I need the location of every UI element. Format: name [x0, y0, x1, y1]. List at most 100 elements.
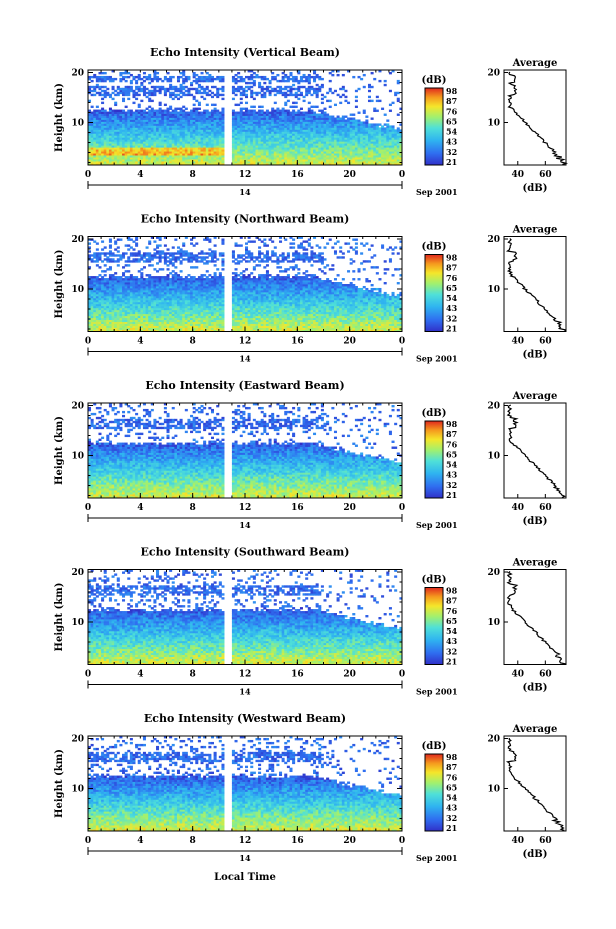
- heatmap-cell: [103, 131, 107, 134]
- heatmap-cell: [197, 151, 201, 154]
- heatmap-cell: [234, 129, 238, 132]
- date-month-label: Sep 2001: [416, 187, 458, 197]
- heatmap-cell: [127, 89, 131, 93]
- heatmap-cell: [333, 143, 337, 146]
- heatmap-cell: [114, 143, 118, 146]
- heatmap-cell: [88, 113, 92, 116]
- heatmap-cell: [357, 111, 361, 114]
- heatmap-cell: [142, 131, 146, 134]
- heatmap-cell: [268, 323, 272, 326]
- heatmap-cell: [297, 151, 301, 154]
- heatmap-cell: [252, 327, 256, 330]
- heatmap-cell: [176, 111, 180, 114]
- heatmap-cell: [116, 129, 120, 132]
- heatmap-cell: [323, 121, 327, 124]
- heatmap-cell: [263, 163, 267, 166]
- heatmap-cell: [320, 141, 324, 144]
- heatmap-cell: [388, 163, 392, 166]
- heatmap-cell: [252, 135, 256, 138]
- profile-xlabel: (dB): [523, 183, 548, 194]
- heatmap-cell: [388, 131, 392, 134]
- heatmap-cell: [391, 131, 395, 134]
- heatmap-cell: [122, 91, 126, 95]
- heatmap-cell: [122, 99, 126, 103]
- heatmap-cell: [88, 129, 92, 132]
- heatmap-cell: [339, 327, 343, 330]
- heatmap-cell: [388, 155, 392, 158]
- heatmap-cell: [192, 97, 196, 101]
- heatmap-cell: [362, 131, 366, 134]
- heatmap-cell: [297, 71, 301, 75]
- heatmap-cell: [245, 315, 249, 319]
- heatmap-cell: [216, 77, 220, 81]
- heatmap-cell: [252, 117, 256, 120]
- heatmap-cell: [137, 121, 141, 124]
- heatmap-cell: [140, 131, 144, 134]
- heatmap-cell: [182, 163, 186, 166]
- heatmap-cell: [310, 127, 314, 130]
- heatmap-cell: [140, 99, 144, 103]
- heatmap-cell: [218, 319, 222, 323]
- heatmap-cell: [352, 149, 356, 152]
- heatmap-cell: [210, 319, 214, 323]
- heatmap-cell: [299, 133, 303, 136]
- heatmap-cell: [231, 145, 235, 148]
- heatmap-cell: [103, 157, 107, 160]
- heatmap-cell: [357, 151, 361, 154]
- heatmap-cell: [255, 119, 259, 122]
- heatmap-cell: [286, 145, 290, 148]
- heatmap-cell: [114, 155, 118, 158]
- heatmap-cell: [260, 143, 264, 146]
- heatmap-cell: [135, 131, 139, 134]
- heatmap-cell: [336, 123, 340, 126]
- heatmap-cell: [394, 93, 398, 97]
- heatmap-cell: [250, 113, 254, 116]
- heatmap-cell: [174, 95, 178, 99]
- heatmap-cell: [93, 153, 97, 156]
- heatmap-cell: [271, 125, 275, 128]
- heatmap-cell: [326, 325, 330, 328]
- heatmap-cell: [205, 143, 209, 146]
- heatmap-cell: [268, 127, 272, 130]
- heatmap-cell: [205, 141, 209, 144]
- heatmap-cell: [122, 155, 126, 158]
- heatmap-cell: [271, 147, 275, 150]
- heatmap-cell: [281, 321, 285, 324]
- heatmap-cell: [184, 323, 188, 326]
- heatmap-cell: [315, 129, 319, 132]
- heatmap-cell: [273, 151, 277, 154]
- heatmap-cell: [111, 159, 115, 162]
- heatmap-cell: [158, 155, 162, 158]
- heatmap-cell: [347, 123, 351, 126]
- heatmap-cell: [192, 127, 196, 130]
- heatmap-cell: [150, 321, 154, 324]
- heatmap-cell: [394, 133, 398, 136]
- heatmap-cell: [156, 115, 160, 118]
- heatmap-cell: [383, 313, 387, 317]
- heatmap-cell: [137, 85, 141, 89]
- heatmap-cell: [386, 119, 390, 122]
- heatmap-cell: [192, 135, 196, 138]
- heatmap-cell: [336, 131, 340, 134]
- heatmap-cell: [373, 145, 377, 148]
- heatmap-cell: [101, 313, 105, 317]
- heatmap-cell: [218, 329, 222, 332]
- heatmap-cell: [373, 323, 377, 326]
- heatmap-cell: [90, 137, 94, 140]
- heatmap-cell: [313, 329, 317, 332]
- heatmap-cell: [218, 317, 222, 321]
- heatmap-cell: [388, 135, 392, 138]
- heatmap-cell: [153, 319, 157, 323]
- heatmap-cell: [386, 327, 390, 330]
- heatmap-cell: [137, 151, 141, 154]
- heatmap-cell: [289, 131, 293, 134]
- heatmap-cell: [394, 151, 398, 154]
- heatmap-cell: [365, 137, 369, 140]
- heatmap-cell: [184, 117, 188, 120]
- heatmap-cell: [111, 115, 115, 118]
- heatmap-cell: [279, 149, 283, 152]
- heatmap-cell: [294, 155, 298, 158]
- heatmap-cell: [336, 127, 340, 130]
- heatmap-cell: [292, 115, 296, 118]
- heatmap-cell: [129, 329, 133, 332]
